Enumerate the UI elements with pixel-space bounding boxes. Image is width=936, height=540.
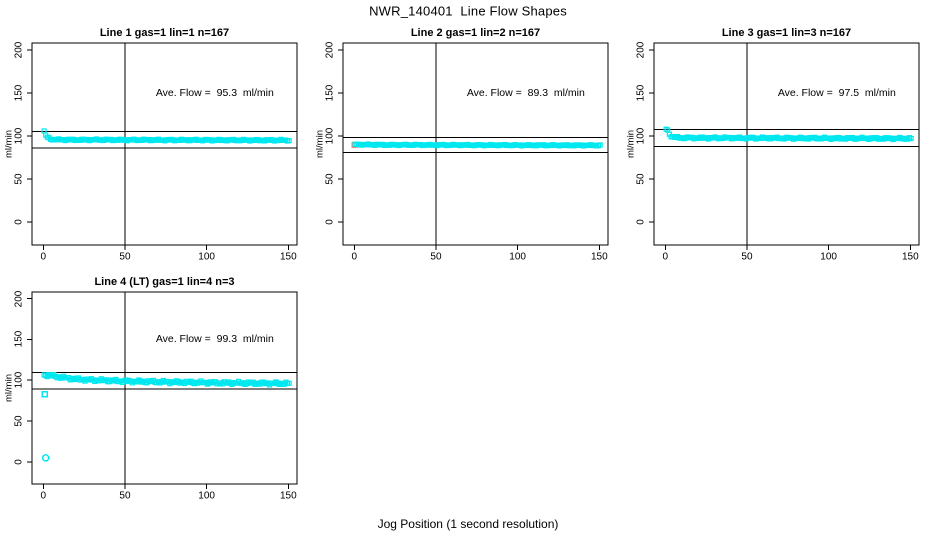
subplot-2 <box>338 42 609 250</box>
y-tick-label: 150 <box>635 84 647 102</box>
x-tick-label: 150 <box>901 251 919 263</box>
y-tick-label: 150 <box>13 331 25 348</box>
flow-data-points <box>663 126 914 143</box>
x-tick-label: 100 <box>820 251 837 263</box>
y-tick-label: 200 <box>635 41 647 59</box>
x-tick-label: 150 <box>279 251 297 263</box>
x-axis-label: Jog Position (1 second resolution) <box>377 517 559 531</box>
y-tick-label: 50 <box>13 173 25 185</box>
subplot-title: Line 1 gas=1 lin=1 n=167 <box>99 27 230 39</box>
y-tick-label: 200 <box>13 290 25 307</box>
ave-flow-annotation: Ave. Flow = 89.3 ml/min <box>466 86 585 99</box>
y-tick-label: 50 <box>13 415 25 427</box>
x-tick-label: 0 <box>40 490 47 502</box>
x-tick-label: 150 <box>279 490 297 502</box>
plot-box <box>31 291 298 485</box>
y-tick-label: 200 <box>13 41 25 59</box>
x-tick-label: 0 <box>351 251 358 263</box>
plot-box <box>31 42 298 246</box>
outlier-point-square <box>41 390 49 398</box>
subplot-title: Line 4 (LT) gas=1 lin=4 n=3 <box>94 276 235 288</box>
subplot-3 <box>649 42 920 250</box>
y-tick-label: 100 <box>635 127 647 145</box>
outlier-point-circle <box>41 454 50 462</box>
y-tick-label: 0 <box>13 219 25 225</box>
plot-box <box>653 42 920 246</box>
y-tick-label: 100 <box>13 127 25 145</box>
flow-data-points <box>41 128 292 144</box>
subplot-4 <box>27 291 298 489</box>
y-tick-label: 0 <box>635 219 647 225</box>
y-tick-label: 100 <box>324 127 336 145</box>
x-tick-label: 50 <box>430 251 442 263</box>
subplot-title: Line 2 gas=1 lin=2 n=167 <box>410 27 541 39</box>
subplot-1 <box>27 42 298 250</box>
x-tick-label: 100 <box>198 251 215 263</box>
flow-data-points <box>41 372 292 388</box>
y-tick-label: 200 <box>324 41 336 59</box>
y-tick-label: 150 <box>324 84 336 102</box>
x-tick-label: 50 <box>119 490 131 502</box>
y-tick-label: 100 <box>13 371 25 389</box>
x-tick-label: 100 <box>509 251 526 263</box>
x-tick-label: 50 <box>119 251 131 263</box>
y-tick-label: 150 <box>13 84 25 102</box>
ave-flow-annotation: Ave. Flow = 97.5 ml/min <box>777 86 896 99</box>
main-title: NWR_140401 Line Flow Shapes <box>369 3 567 19</box>
flow-data-points <box>352 141 603 149</box>
y-tick-label: 50 <box>324 173 336 185</box>
x-tick-label: 100 <box>198 490 215 502</box>
plot-box <box>342 42 609 246</box>
x-tick-label: 0 <box>662 251 669 263</box>
ave-flow-annotation: Ave. Flow = 95.3 ml/min <box>155 86 274 99</box>
y-tick-label: 0 <box>13 459 25 465</box>
x-tick-label: 50 <box>741 251 753 263</box>
subplot-title: Line 3 gas=1 lin=3 n=167 <box>721 27 852 39</box>
x-tick-label: 0 <box>40 251 47 263</box>
y-tick-label: 50 <box>635 173 647 185</box>
ave-flow-annotation: Ave. Flow = 99.3 ml/min <box>155 333 274 346</box>
y-tick-label: 0 <box>324 219 336 225</box>
x-tick-label: 150 <box>590 251 608 263</box>
